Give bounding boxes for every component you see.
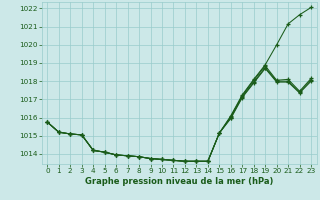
X-axis label: Graphe pression niveau de la mer (hPa): Graphe pression niveau de la mer (hPa) xyxy=(85,177,273,186)
